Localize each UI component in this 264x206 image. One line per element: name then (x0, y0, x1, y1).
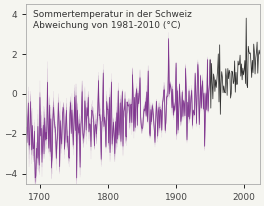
Text: Sommertemperatur in der Schweiz
Abweichung von 1981-2010 (°C): Sommertemperatur in der Schweiz Abweichu… (33, 9, 192, 30)
